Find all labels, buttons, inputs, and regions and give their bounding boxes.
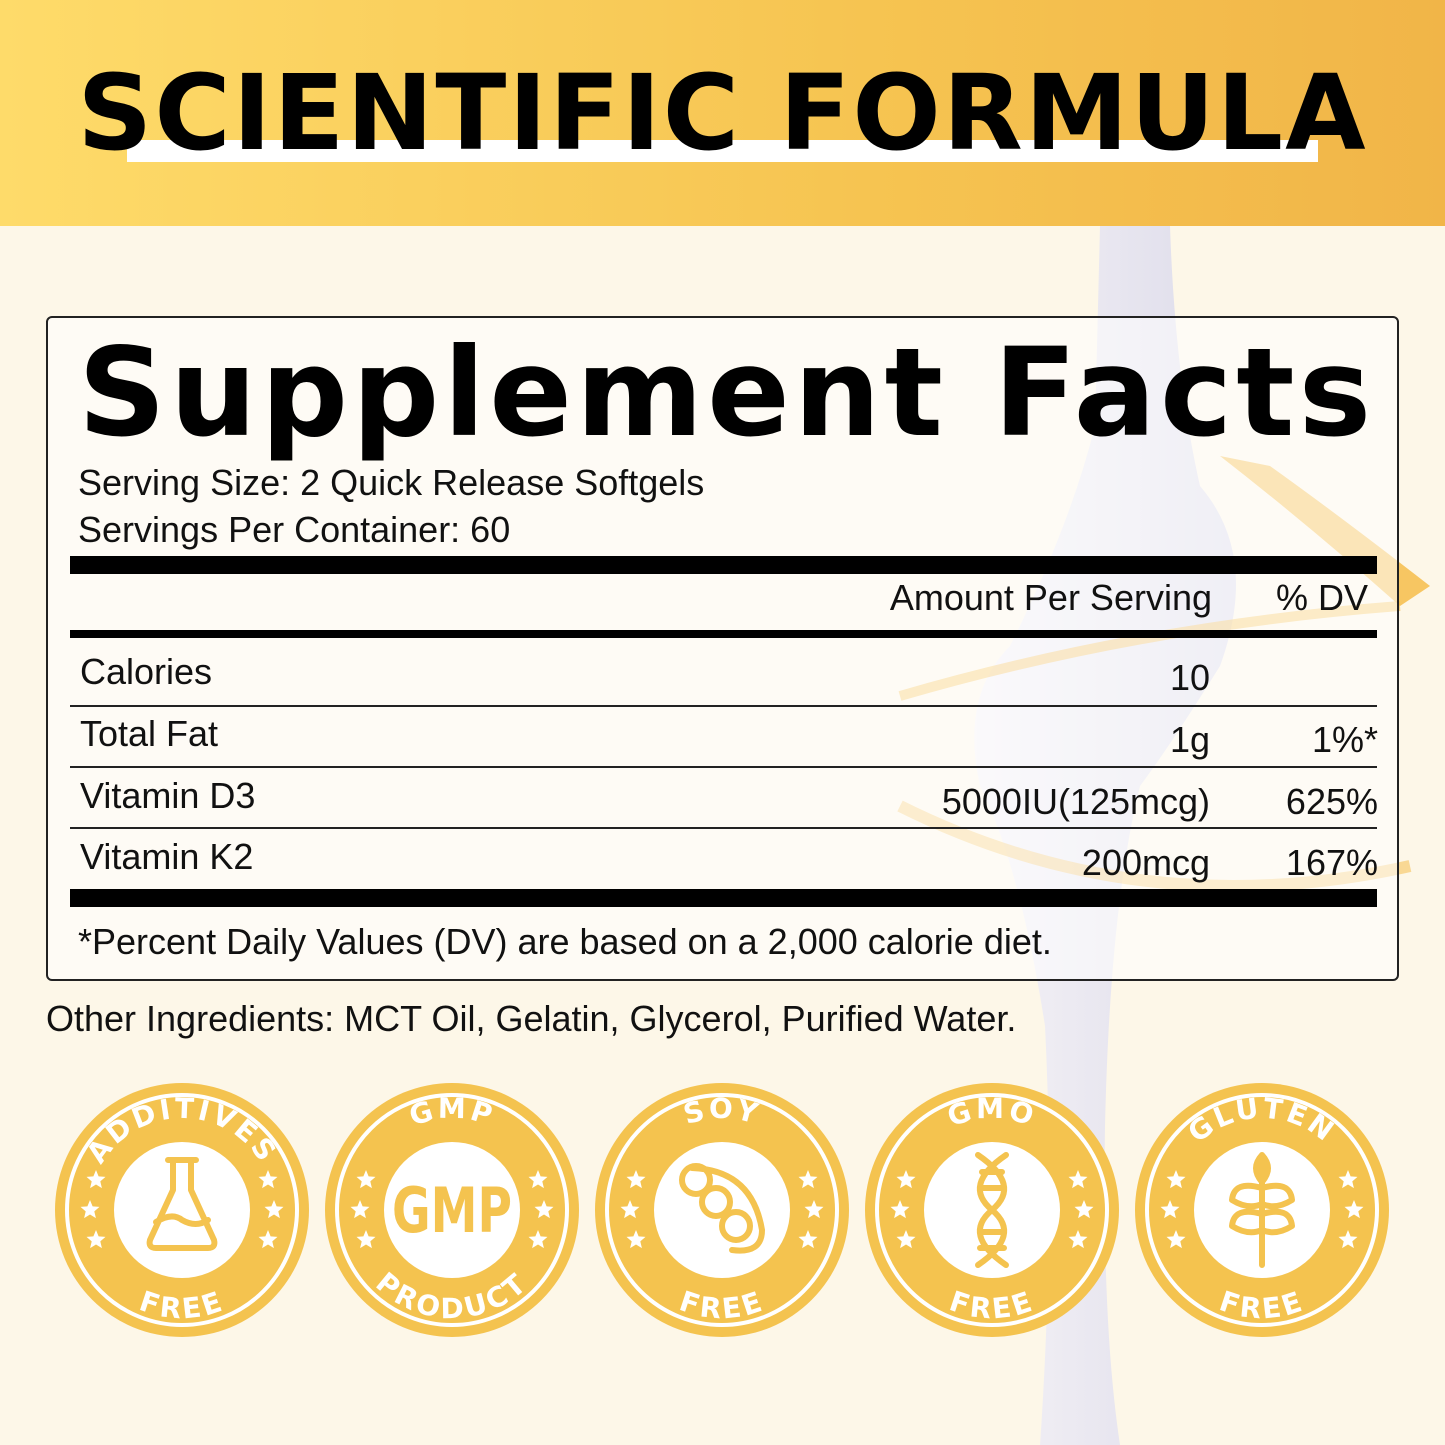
star-icon [534, 1200, 554, 1219]
nutrient-dv: 1%* [1311, 719, 1378, 760]
star-icon [1344, 1200, 1364, 1219]
thick-divider [70, 889, 1377, 907]
badge-top-label: SOY [680, 1092, 764, 1131]
nutrient-amount: 200mcg [1081, 842, 1210, 883]
star-icon [258, 1170, 278, 1189]
star-icon [1338, 1230, 1358, 1249]
nutrient-name: Vitamin D3 [80, 775, 256, 816]
star-icon [626, 1170, 646, 1189]
header-banner [0, 0, 1445, 226]
nutrient-dv: 625% [1285, 781, 1378, 822]
dna-icon [975, 1152, 1009, 1268]
other-ingredients: Other Ingredients: MCT Oil, Gelatin, Gly… [46, 998, 1017, 1039]
nutrient-dv: 167% [1285, 842, 1378, 883]
nutrient-amount: 1g [1169, 719, 1210, 760]
star-icon [80, 1200, 100, 1219]
row-divider [70, 705, 1377, 707]
col-amount-header: Amount Per Serving [889, 577, 1212, 618]
star-icon [1166, 1230, 1186, 1249]
star-icon [86, 1230, 106, 1249]
star-icon [258, 1230, 278, 1249]
nutrient-amount: 5000IU(125mcg) [941, 781, 1210, 822]
star-icon [1160, 1200, 1180, 1219]
medium-divider [70, 630, 1377, 638]
col-dv-header: % DV [1275, 577, 1368, 618]
star-icon [528, 1170, 548, 1189]
star-icon [350, 1200, 370, 1219]
nutrient-name: Total Fat [80, 713, 219, 754]
star-icon [86, 1170, 106, 1189]
star-icon [1074, 1200, 1094, 1219]
star-icon [896, 1230, 916, 1249]
star-icon [1068, 1230, 1088, 1249]
nutrient-name: Vitamin K2 [80, 836, 254, 877]
star-icon [356, 1230, 376, 1249]
thick-divider [70, 556, 1377, 574]
star-icon [896, 1170, 916, 1189]
servings-per-container: Servings Per Container: 60 [78, 509, 511, 550]
row-divider [70, 766, 1377, 768]
star-icon [356, 1170, 376, 1189]
page-title: SCIENTIFIC FORMULA [77, 52, 1368, 174]
soybean-icon [679, 1163, 765, 1254]
row-divider [70, 827, 1377, 829]
gmp-text-icon: GMP [392, 1174, 512, 1247]
star-icon [620, 1200, 640, 1219]
supplement-facts-panel [46, 316, 1399, 981]
star-icon [798, 1170, 818, 1189]
star-icon [264, 1200, 284, 1219]
serving-size: Serving Size: 2 Quick Release Softgels [78, 462, 705, 503]
star-icon [1166, 1170, 1186, 1189]
facts-title: Supplement Facts [78, 322, 1376, 464]
star-icon [890, 1200, 910, 1219]
nutrient-name: Calories [80, 651, 213, 692]
footnote: *Percent Daily Values (DV) are based on … [78, 921, 1052, 962]
star-icon [804, 1200, 824, 1219]
star-icon [798, 1230, 818, 1249]
wheat-icon [1229, 1152, 1295, 1268]
star-icon [626, 1230, 646, 1249]
flask-icon [146, 1157, 218, 1251]
star-icon [1068, 1170, 1088, 1189]
title-underline [127, 140, 1318, 162]
nutrient-amount: 10 [1169, 657, 1210, 698]
badges-row: ADDITIVESFREEGMPPRODUCTGMPSOYFREEGMOFREE… [55, 1083, 1389, 1337]
star-icon [1338, 1170, 1358, 1189]
star-icon [528, 1230, 548, 1249]
